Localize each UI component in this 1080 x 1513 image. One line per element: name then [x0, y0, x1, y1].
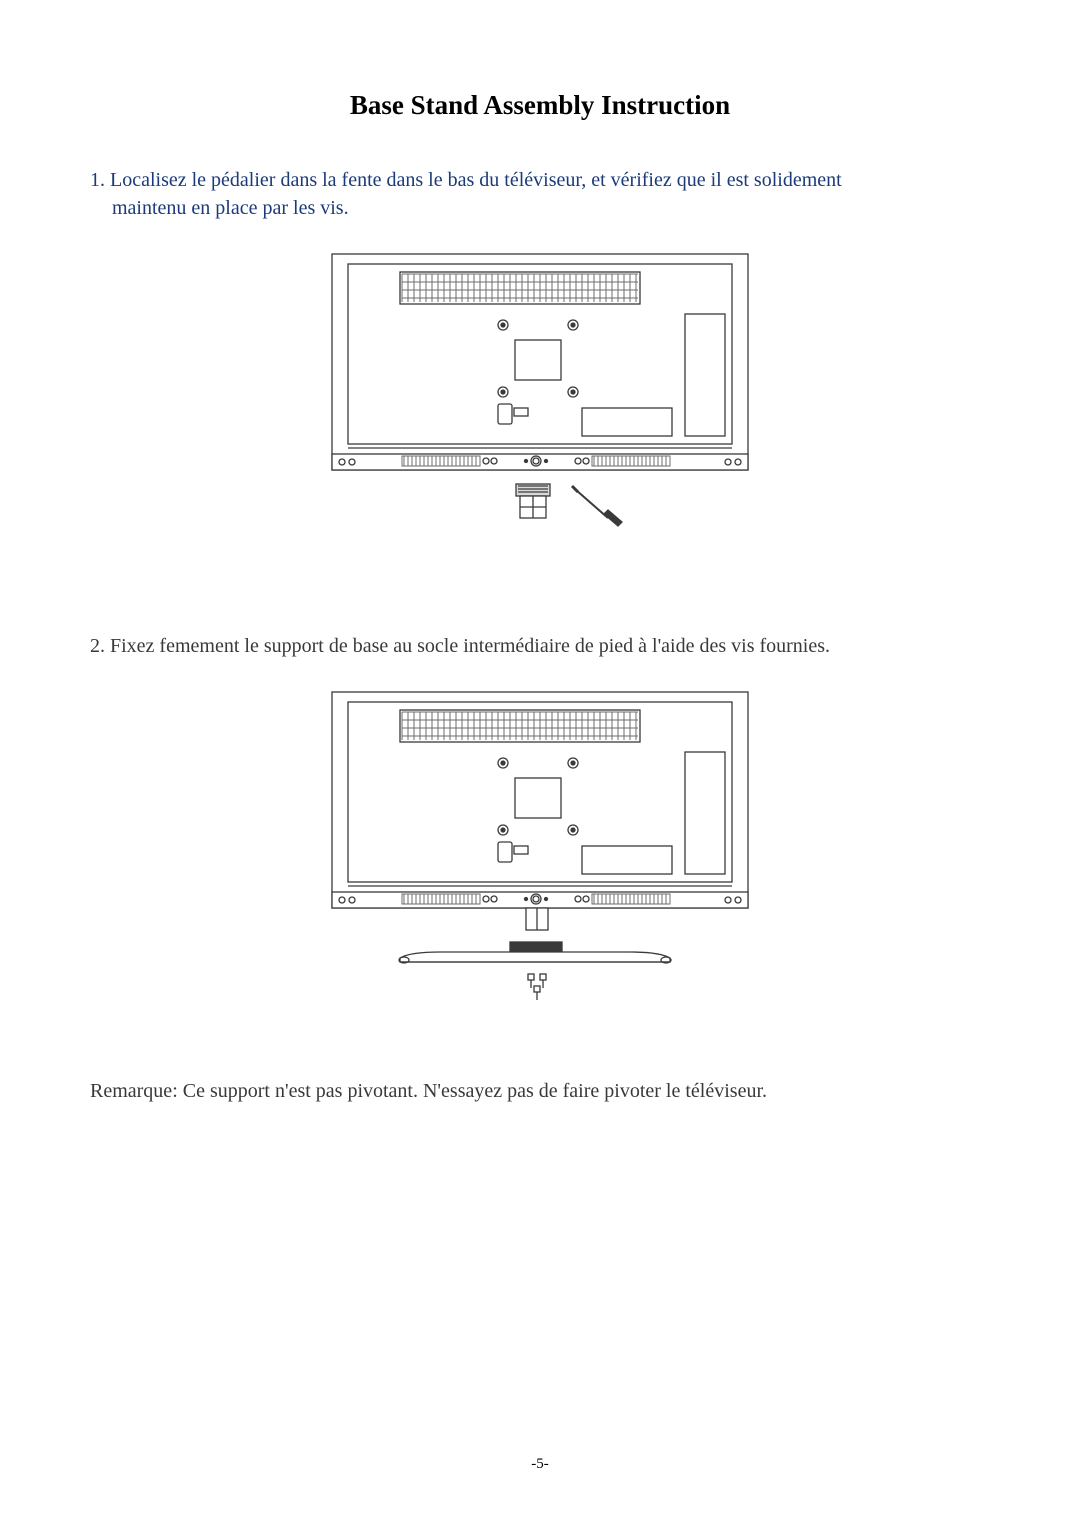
step-1-text: 1. Localisez le pédalier dans la fente d…	[90, 166, 990, 222]
page-title: Base Stand Assembly Instruction	[90, 90, 990, 121]
step-1-line-2: maintenu en place par les vis.	[90, 194, 990, 222]
document-page: Base Stand Assembly Instruction 1. Local…	[0, 0, 1080, 1513]
diagram-2-container	[90, 690, 990, 1000]
step-2-text: 2. Fixez femement le support de base au …	[90, 632, 990, 660]
page-number: -5-	[0, 1456, 1080, 1473]
remark-text: Remarque: Ce support n'est pas pivotant.…	[90, 1080, 990, 1103]
diagram-1-container	[90, 252, 990, 542]
step-1-line-1: 1. Localisez le pédalier dans la fente d…	[90, 169, 842, 191]
tv-back-diagram-2	[330, 690, 750, 1000]
tv-back-diagram-1	[330, 252, 750, 542]
